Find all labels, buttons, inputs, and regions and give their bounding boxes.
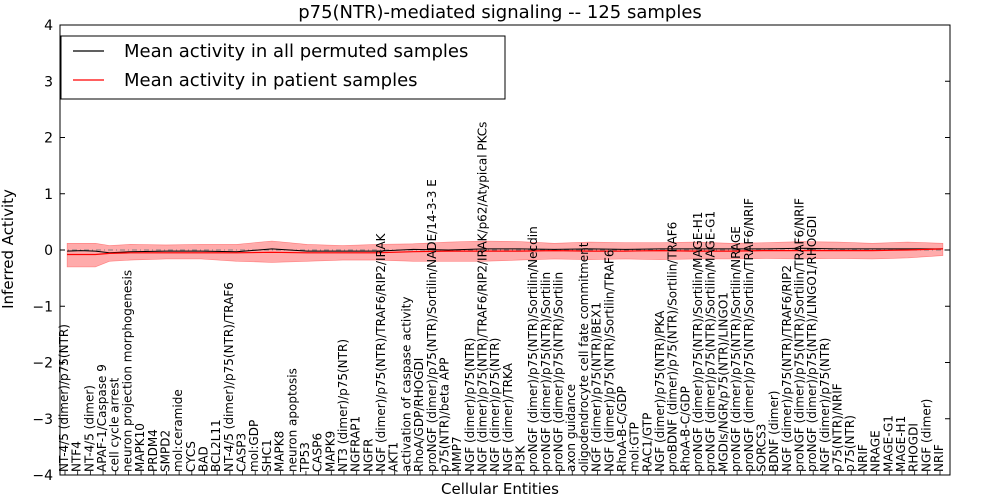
x-tick-label: MAGE-G1: [881, 415, 895, 472]
x-tick-label: p75(NTR): [843, 415, 857, 472]
x-tick-label: MMP7: [450, 436, 464, 472]
y-tick-label: −3: [32, 412, 53, 428]
chart-title: p75(NTR)-mediated signaling -- 125 sampl…: [298, 2, 702, 23]
x-tick-label: proBDNF (dimer)/p75(NTR)/Sortilin/TRAF6: [666, 222, 680, 472]
x-tick-label: NRIF: [856, 444, 870, 472]
x-tick-label: cell cycle arrest: [108, 377, 122, 472]
x-tick-label: NGF (dimer): [919, 399, 933, 472]
y-axis-label: Inferred Activity: [0, 189, 17, 309]
x-tick-label: proNGF (dimer)/p75(NTR)/Sortilin/Necdin: [526, 226, 540, 472]
x-tick-label: RhoA-B-C/GDP: [678, 386, 692, 472]
x-tick-label: CYCS: [184, 441, 198, 472]
x-tick-label: proNGF (dimer)/p75(NTR)/Sortilin/MAGE-H1: [691, 212, 705, 472]
x-tick-label: MAGE-H1: [894, 416, 908, 472]
x-tick-label: NT-4/5 (dimer)/p75(NTR)/TRAF6: [222, 282, 236, 472]
x-tick-label: proNGF (dimer)/p75(NTR)/Sortilin: [552, 272, 566, 472]
x-tick-label: NGF (dimer)/p75(NTR)/TRAF6/RIP2/IRAK/p62…: [476, 122, 490, 472]
x-tick-label: mol:GTP: [628, 422, 642, 472]
x-tick-label: NGF (dimer)/p75(NTR)/BEX1: [590, 302, 604, 472]
y-tick-label: −4: [32, 468, 53, 484]
x-tick-label: proNGF (dimer)/p75(NTR)/Sortilin/TRAF6/N…: [793, 198, 807, 472]
y-tick-label: −1: [32, 299, 53, 315]
patient-mean-line: [67, 248, 943, 256]
x-tick-label: NT-4/5 (dimer): [82, 385, 96, 472]
y-tick-label: 0: [44, 243, 53, 259]
x-tick-label: proNGF (dimer)/p75(NTR)/Sortilin/MAGE-G1: [704, 211, 718, 472]
x-tick-label: NGFR: [361, 438, 375, 472]
x-tick-label: RhoA/GDP/RHOGDI: [412, 358, 426, 472]
plot-frame: [59, 24, 951, 476]
x-tick-label: proNGF (dimer)/p75(NTR)/Sortilin/NADE/14…: [425, 179, 439, 472]
x-tick-label: NGF (dimer)/p75(NTR): [463, 338, 477, 472]
x-tick-label: NGF (dimer)/p75(NTR)/TRAF6/RIP2/IRAK: [374, 232, 388, 472]
x-tick-label: MAPK10: [133, 423, 147, 472]
x-tick-label: PRDM4: [146, 429, 160, 472]
x-tick-label: NT3 (dimer)/p75(NTR): [336, 339, 350, 472]
y-tick-label: 4: [44, 18, 53, 34]
x-tick-label: BAD: [197, 446, 211, 472]
y-tick-label: 3: [44, 74, 53, 90]
x-tick-label: NGF (dimer)/TRKA: [501, 362, 515, 472]
x-tick-label: AKT1: [387, 442, 401, 472]
x-tick-label: NGFRAP1: [349, 416, 363, 472]
x-tick-label: oligodendrocyte cell fate commitment: [577, 242, 591, 472]
y-tick-label: −2: [32, 356, 53, 372]
x-tick-label: NRIF: [932, 444, 946, 472]
x-tick-label: neuron apoptosis: [285, 368, 299, 472]
x-tick-label: p75(NTR)/beta APP: [437, 358, 451, 473]
x-tick-label: mol:GDP: [247, 420, 261, 472]
x-tick-label: RhoA-B-C/GDP: [615, 386, 629, 472]
x-tick-label: PI3K: [514, 445, 528, 472]
x-tick-label: MGDIs/NGR/p75(NTR)/LINGO1: [716, 292, 730, 472]
x-tick-label: SMPD2: [158, 430, 172, 472]
y-tick-label: 1: [44, 187, 53, 203]
x-tick-label: MAPK8: [273, 431, 287, 472]
x-tick-label: TP53: [298, 442, 312, 473]
legend-label: Mean activity in patient samples: [124, 70, 418, 91]
legend-box: [60, 35, 506, 100]
x-tick-label: axon guidance: [564, 384, 578, 472]
x-tick-label: CASP3: [235, 433, 249, 472]
x-tick-label: NGF (dimer)/p75(NTR): [488, 338, 502, 472]
x-tick-label: neuron projection morphogenesis: [120, 270, 134, 472]
x-tick-label: SHC1: [260, 439, 274, 472]
x-tick-label: BDNF (dimer): [767, 391, 781, 473]
x-tick-label: RAC1/GTP: [640, 413, 654, 472]
x-tick-label: MAPK9: [323, 431, 337, 472]
x-tick-label: SORCS3: [755, 424, 769, 472]
legend: Mean activity in all permuted samples Mea…: [60, 35, 506, 100]
x-tick-label: activation of caspase activity: [399, 297, 413, 472]
patient-confidence-band: [66, 240, 944, 268]
x-tick-label: CASP6: [311, 433, 325, 472]
x-tick-label: APAF-1/Caspase 9: [95, 364, 109, 472]
y-tick-label: 2: [44, 131, 53, 147]
x-tick-label: RHOGDI: [907, 423, 921, 472]
x-tick-label: NTF4: [70, 441, 84, 472]
x-tick-label: proNGF (dimer)/p75(NTR)/LINGO1/RHOGDI: [805, 216, 819, 472]
permuted-mean-line: [67, 247, 943, 254]
x-tick-label: p75(NTR)/NRIF: [831, 383, 845, 472]
x-tick-label: proNGF (dimer)/p75(NTR)/Sortilin/TRAF6/N…: [742, 198, 756, 472]
x-tick-label: NRAGE: [869, 430, 883, 472]
x-tick-label: NGF (dimer)/p75(NTR)/TRAF6/RIP2: [780, 265, 794, 472]
x-tick-label: NGF (dimer)/p75(NTR)/PKA: [653, 310, 667, 472]
x-tick-label: proNGF (dimer)/p75(NTR)/Sortilin: [539, 272, 553, 472]
x-tick-label: NGF (dimer)/p75(NTR): [818, 338, 832, 472]
legend-label: Mean activity in all permuted samples: [124, 41, 468, 62]
x-tick-label: mol:ceramide: [171, 389, 185, 472]
x-tick-label: proNGF (dimer)/p75(NTR)/Sortilin/NRAGE: [729, 226, 743, 472]
x-tick-label: BCL2L11: [209, 419, 223, 472]
x-axis-label: Cellular Entities: [441, 480, 559, 498]
x-tick-label: NGF (dimer)/p75(NTR)/Sortilin/TRAF6: [602, 250, 616, 472]
